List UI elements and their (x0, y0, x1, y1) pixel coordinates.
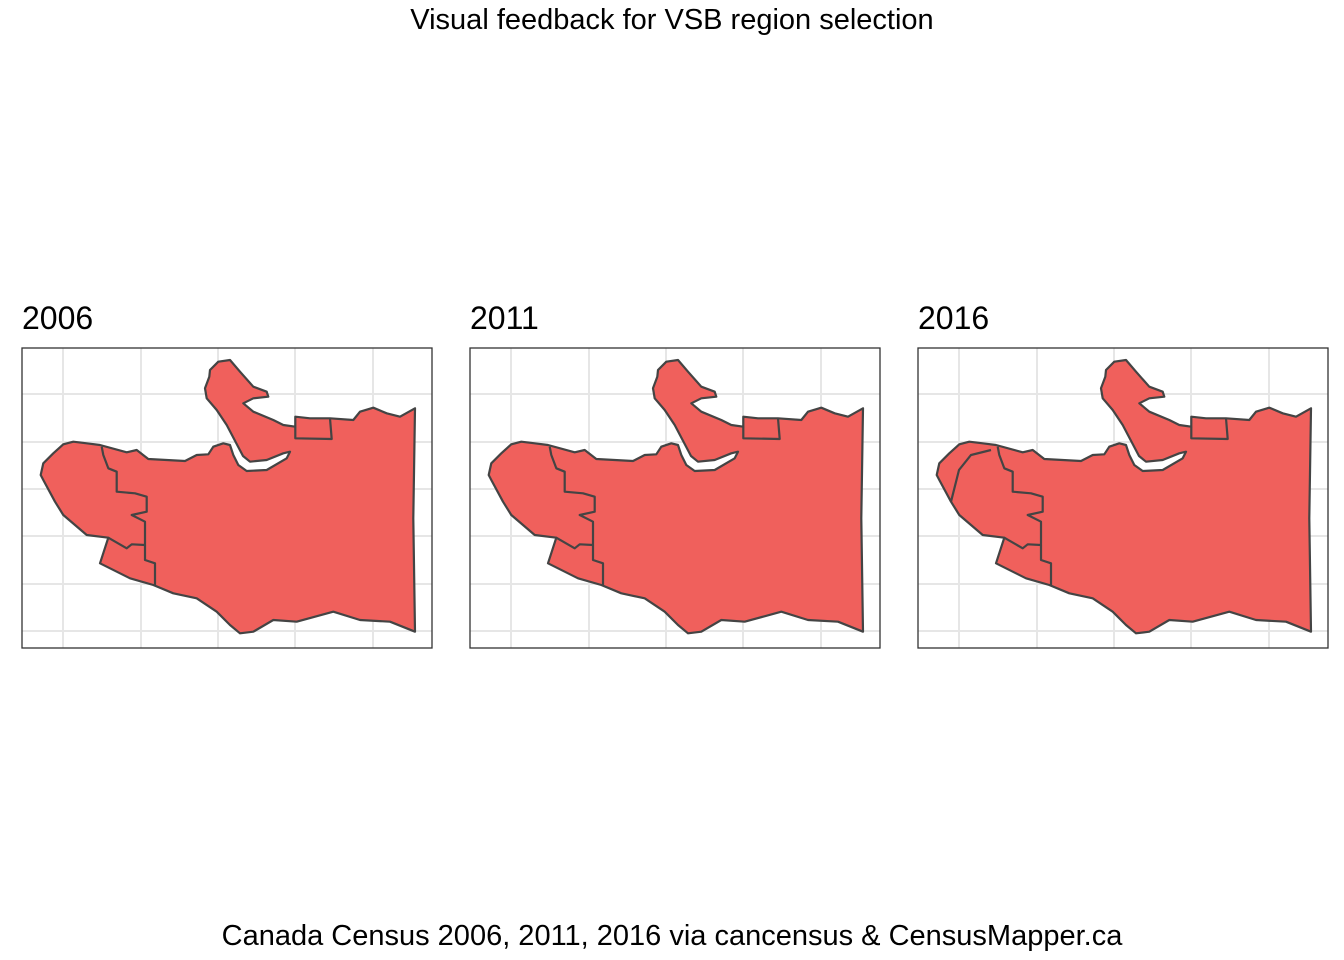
facet-label-2006: 2006 (22, 300, 94, 336)
extra-boundary-2016 (949, 448, 992, 502)
facet-label-2011: 2011 (470, 300, 539, 336)
facet-label-2016: 2016 (918, 300, 990, 336)
plot-caption: Canada Census 2006, 2011, 2016 via cance… (221, 920, 1123, 952)
map-panel-2011 (468, 346, 882, 650)
map-panel-2006 (20, 346, 434, 650)
map-panel-2016 (916, 346, 1330, 650)
plot-title: Visual feedback for VSB region selection (410, 4, 934, 36)
